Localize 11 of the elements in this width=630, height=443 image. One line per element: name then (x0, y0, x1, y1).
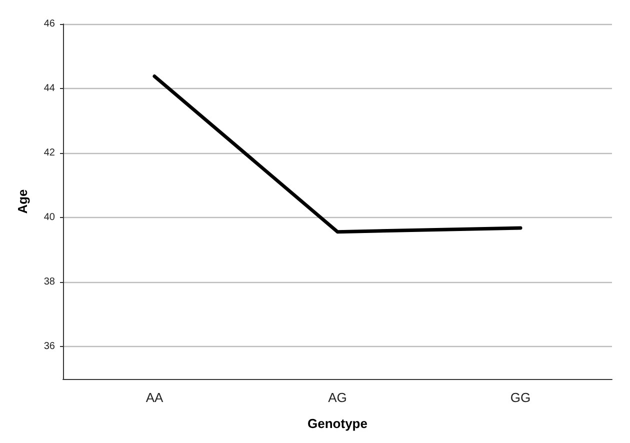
y-tick-label: 40 (44, 212, 56, 224)
x-tick-label: GG (510, 390, 531, 405)
y-tick-label: 46 (44, 18, 56, 30)
y-tick-label: 42 (44, 148, 56, 159)
y-tick-label: 44 (44, 83, 56, 94)
y-axis-title: Age (15, 189, 30, 214)
y-tick-label: 36 (44, 341, 56, 352)
y-tick-label: 38 (44, 276, 56, 288)
x-tick-label: AA (146, 390, 164, 405)
x-axis-title: Genotype (308, 416, 368, 431)
x-tick-label: AG (328, 390, 347, 405)
